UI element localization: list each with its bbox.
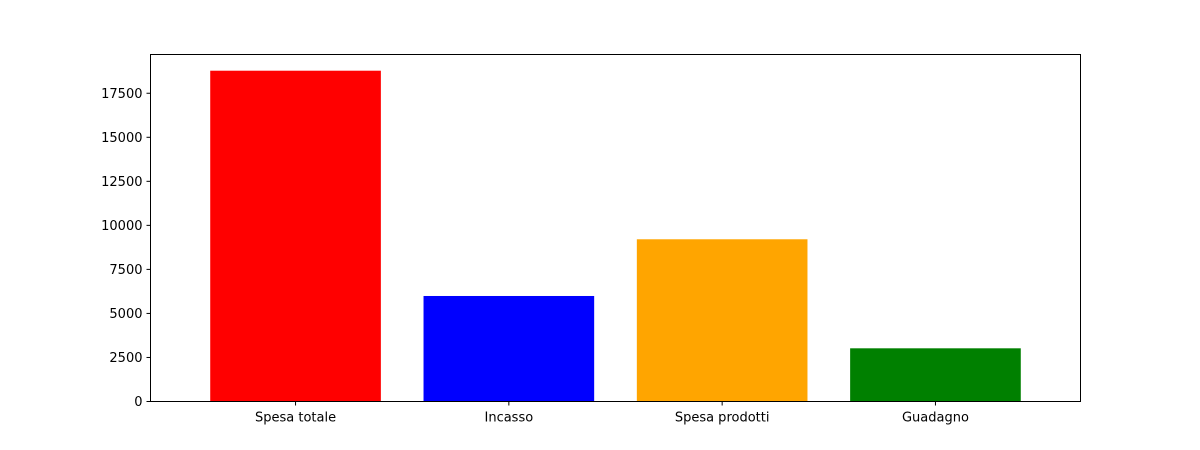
bars-group [210,70,1021,402]
bar-incasso [423,295,595,402]
bar-spesa-totale [210,70,381,402]
y-tick-label: 5000 [109,307,142,322]
x-tick-label: Guadagno [902,411,969,426]
bar-spesa-prodotti [636,239,808,402]
y-tick-label: 7500 [109,263,142,278]
x-tick-label: Spesa prodotti [675,411,770,426]
bar-guadagno [850,348,1021,402]
y-tick-label: 10000 [101,219,142,234]
x-tick-label: Spesa totale [255,411,336,426]
y-tick-label: 17500 [101,87,142,102]
y-axis: 0 2500 5000 7500 10000 12500 15000 17500 [101,87,151,410]
plot-frame [150,54,1081,402]
y-tick-label: 2500 [109,351,142,366]
y-tick-label: 12500 [101,175,142,190]
y-tick-label: 15000 [101,131,142,146]
x-tick-label: Incasso [485,411,534,426]
x-axis: Spesa totale Incasso Spesa prodotti Guadagn… [255,401,969,426]
y-tick-label: 0 [134,395,142,410]
